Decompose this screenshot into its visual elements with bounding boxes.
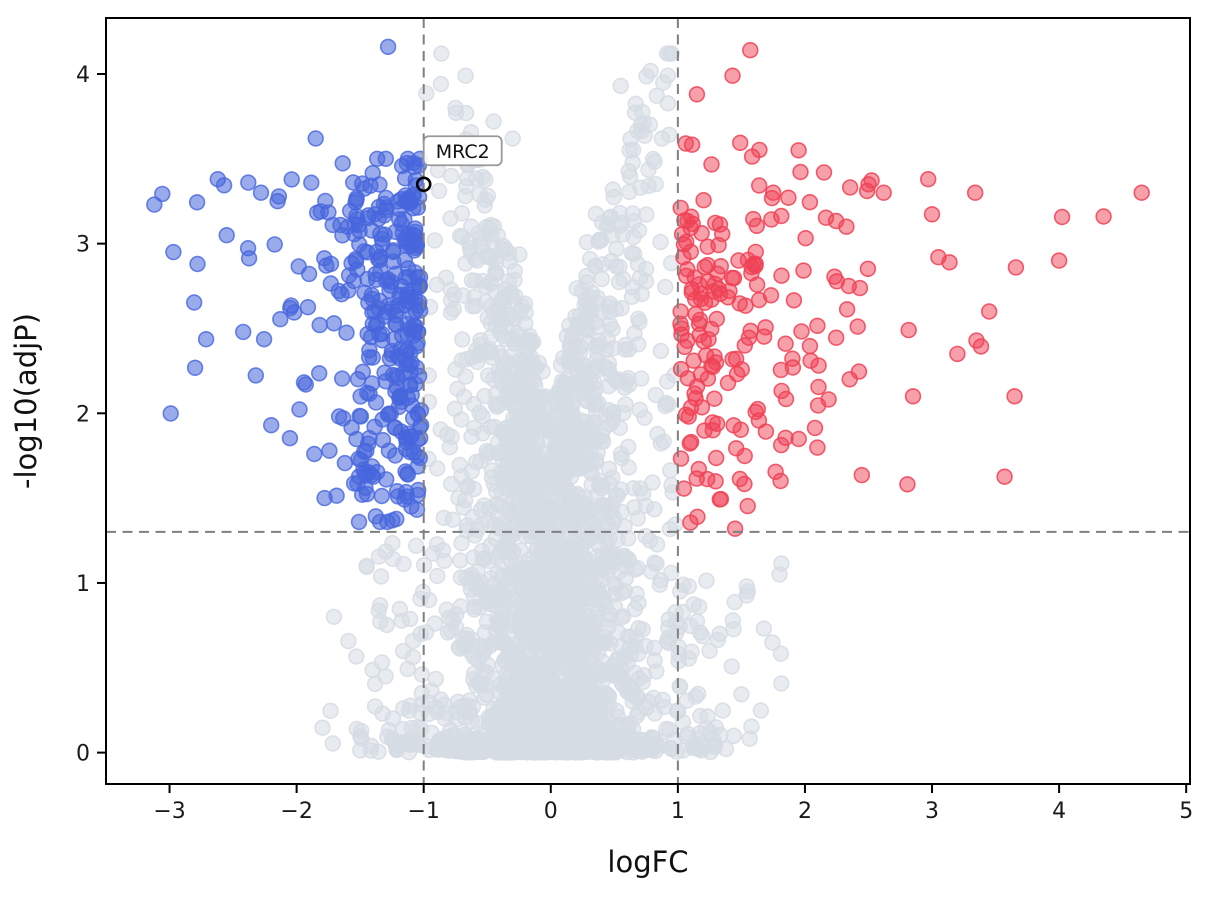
x-tick-label: 4 <box>1052 799 1066 824</box>
y-tick-label: 2 <box>76 402 90 427</box>
y-tick-label: 0 <box>76 742 90 767</box>
x-tick-label: 3 <box>925 799 939 824</box>
x-tick-label: 0 <box>544 799 558 824</box>
y-tick-label: 1 <box>76 572 90 597</box>
plot-frame <box>105 17 1191 785</box>
highlighted-gene-marker <box>415 176 432 193</box>
series-down-regulated-points <box>146 38 430 531</box>
axes-frame: −3 −2 −1 0 1 2 3 4 5 0 1 2 3 4 <box>76 17 1193 824</box>
series-not-significant-points <box>314 45 790 761</box>
x-tick-label: −1 <box>407 799 439 824</box>
x-tick-label: 5 <box>1179 799 1193 824</box>
y-axis-label: -log10(adjP) <box>9 313 43 489</box>
threshold-lines-layer <box>106 18 1190 784</box>
series-up-regulated-points <box>672 41 1150 537</box>
x-tick-label: −2 <box>280 799 312 824</box>
gene-label-text: MRC2 <box>436 141 490 163</box>
y-tick-label: 4 <box>76 63 90 88</box>
x-axis-label: logFC <box>607 845 688 879</box>
x-tick-label: −3 <box>153 799 185 824</box>
annotation-layer: MRC2 <box>415 135 503 193</box>
scatter-points-layer <box>146 38 1150 761</box>
y-tick-label: 3 <box>76 233 90 258</box>
x-tick-label: 1 <box>671 799 685 824</box>
gene-label-box <box>422 135 503 167</box>
x-tick-label: 2 <box>798 799 812 824</box>
